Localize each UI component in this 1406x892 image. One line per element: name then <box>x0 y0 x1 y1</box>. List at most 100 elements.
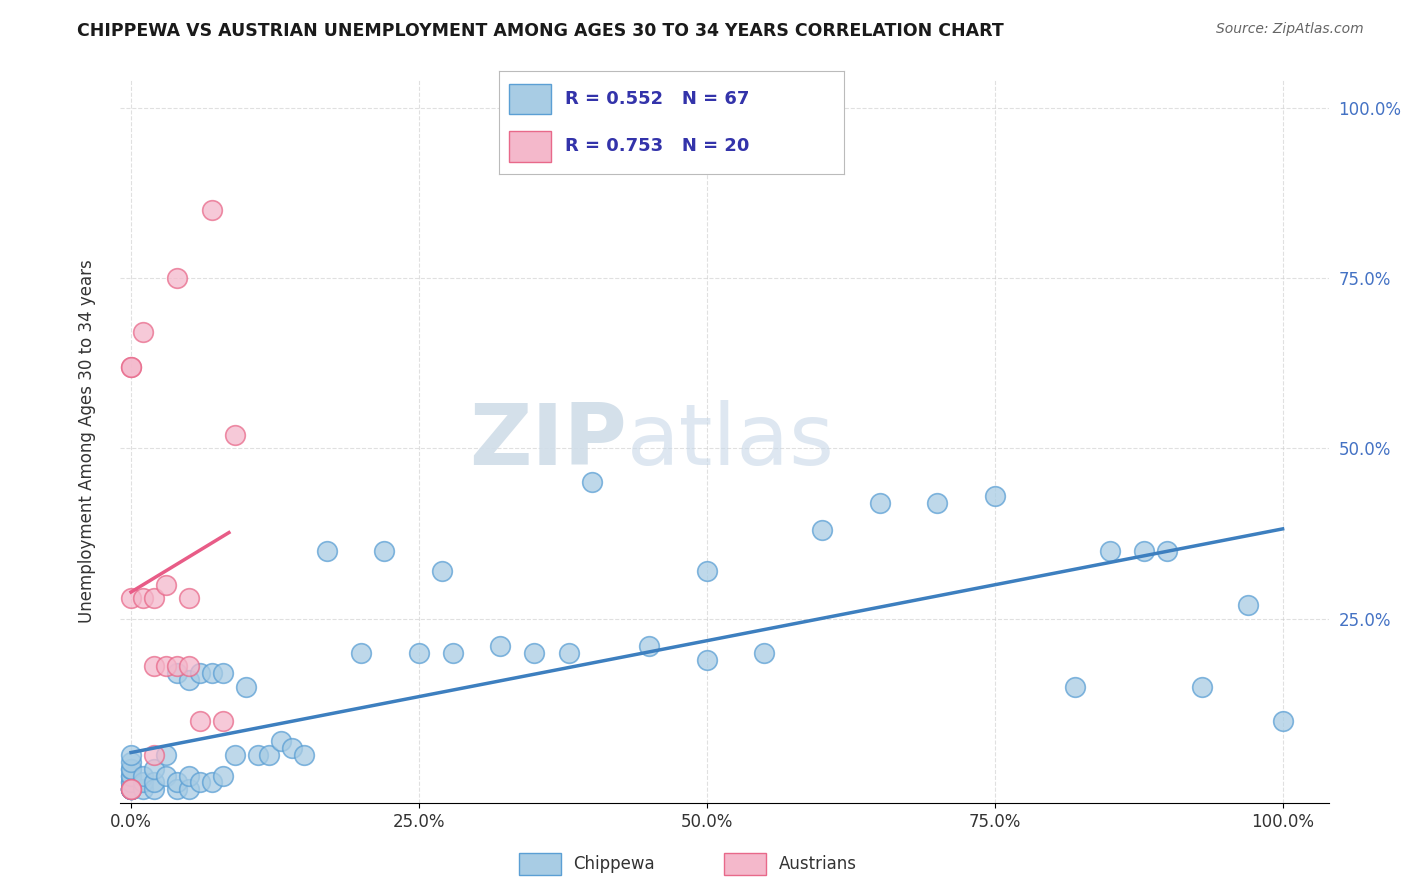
Point <box>131 782 153 797</box>
Point <box>166 271 188 285</box>
Point <box>120 762 142 776</box>
Point <box>373 543 395 558</box>
Text: Source: ZipAtlas.com: Source: ZipAtlas.com <box>1216 22 1364 37</box>
Point <box>869 496 891 510</box>
Point <box>177 591 200 606</box>
Point <box>224 427 246 442</box>
Point <box>143 748 166 763</box>
Point <box>1191 680 1213 694</box>
Point <box>443 646 465 660</box>
Point <box>188 714 211 728</box>
Point <box>155 659 177 673</box>
Point <box>120 748 142 763</box>
Point <box>315 543 337 558</box>
Point <box>120 782 142 797</box>
Point <box>754 646 776 660</box>
Point <box>350 646 373 660</box>
Point <box>120 591 142 606</box>
Point <box>177 673 200 687</box>
Point <box>120 775 142 789</box>
Point <box>201 202 224 217</box>
Point <box>638 639 661 653</box>
Point <box>927 496 949 510</box>
Point <box>131 768 153 782</box>
Point <box>557 646 579 660</box>
Point <box>120 775 142 789</box>
Point <box>166 659 188 673</box>
Text: Austrians: Austrians <box>779 855 856 873</box>
Point <box>131 775 153 789</box>
Point <box>188 775 211 789</box>
Point <box>143 762 166 776</box>
Text: R = 0.552   N = 67: R = 0.552 N = 67 <box>565 90 749 108</box>
Point <box>212 768 235 782</box>
Point <box>143 659 166 673</box>
Point <box>131 326 153 340</box>
Point <box>212 666 235 681</box>
Point <box>143 591 166 606</box>
Point <box>166 666 188 681</box>
Text: Chippewa: Chippewa <box>574 855 655 873</box>
Point <box>811 523 834 537</box>
Point <box>120 359 142 374</box>
Point <box>120 782 142 797</box>
Bar <box>724 854 766 875</box>
Point <box>257 748 280 763</box>
Point <box>120 782 142 797</box>
Point <box>1098 543 1121 558</box>
Point <box>201 775 224 789</box>
Point <box>224 748 246 763</box>
Text: atlas: atlas <box>627 400 835 483</box>
Point <box>235 680 257 694</box>
Point <box>177 659 200 673</box>
Point <box>1271 714 1294 728</box>
Point <box>120 782 142 797</box>
Point <box>983 489 1005 503</box>
Point <box>188 666 211 681</box>
Point <box>201 666 224 681</box>
Bar <box>509 131 551 161</box>
Text: ZIP: ZIP <box>470 400 627 483</box>
Point <box>120 782 142 797</box>
Bar <box>509 84 551 114</box>
Point <box>143 775 166 789</box>
Point <box>488 639 510 653</box>
Point <box>155 748 177 763</box>
Point <box>270 734 292 748</box>
Point <box>166 775 188 789</box>
Point <box>696 653 718 667</box>
Point <box>155 768 177 782</box>
Point <box>1064 680 1087 694</box>
Point <box>120 782 142 797</box>
Point <box>166 782 188 797</box>
Point <box>281 741 304 756</box>
Point <box>212 714 235 728</box>
Point <box>1237 598 1260 612</box>
Point <box>408 646 430 660</box>
Point <box>581 475 603 490</box>
Point <box>177 782 200 797</box>
Point <box>430 564 453 578</box>
Point <box>120 768 142 782</box>
Point <box>1133 543 1156 558</box>
Text: CHIPPEWA VS AUSTRIAN UNEMPLOYMENT AMONG AGES 30 TO 34 YEARS CORRELATION CHART: CHIPPEWA VS AUSTRIAN UNEMPLOYMENT AMONG … <box>77 22 1004 40</box>
Point <box>155 577 177 591</box>
Point <box>120 762 142 776</box>
Point <box>120 768 142 782</box>
Point <box>120 782 142 797</box>
Point <box>131 591 153 606</box>
Point <box>696 564 718 578</box>
Y-axis label: Unemployment Among Ages 30 to 34 years: Unemployment Among Ages 30 to 34 years <box>77 260 96 624</box>
Point <box>120 782 142 797</box>
Bar <box>519 854 561 875</box>
Point <box>120 359 142 374</box>
Point <box>292 748 315 763</box>
Point <box>143 782 166 797</box>
Point <box>120 782 142 797</box>
Point <box>523 646 546 660</box>
Text: R = 0.753   N = 20: R = 0.753 N = 20 <box>565 137 749 155</box>
Point <box>177 768 200 782</box>
Point <box>120 755 142 769</box>
Point <box>1156 543 1178 558</box>
Point <box>246 748 269 763</box>
